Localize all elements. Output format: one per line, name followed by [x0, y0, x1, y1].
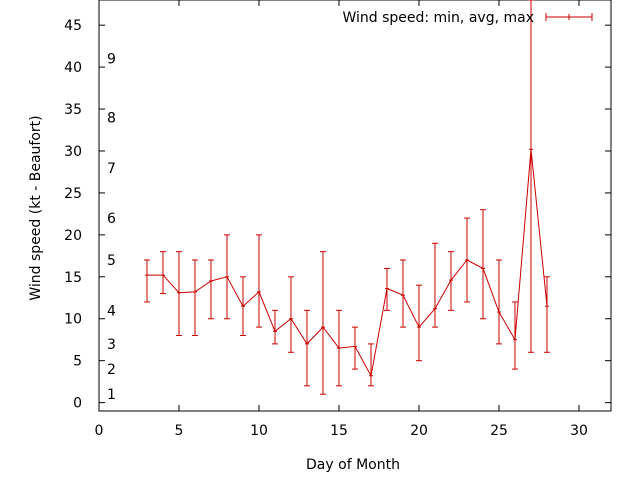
- error-bar: [432, 242, 438, 328]
- beaufort-label: 3: [107, 337, 116, 353]
- y-tick-label: 35: [64, 102, 82, 118]
- error-bar: [304, 309, 310, 387]
- x-tick-label: 10: [250, 423, 268, 439]
- error-bar: [256, 234, 262, 328]
- error-bar: [240, 276, 246, 337]
- y-tick-label: 10: [64, 312, 82, 328]
- error-bar: [176, 251, 182, 337]
- y-axis-title: Wind speed (kt - Beaufort): [28, 115, 44, 300]
- error-bar: [448, 251, 454, 311]
- error-bar: [368, 343, 374, 387]
- error-bar: [528, 0, 534, 353]
- error-bar: [480, 209, 486, 320]
- y-tick-label: 30: [64, 144, 82, 160]
- error-bar: [160, 251, 166, 295]
- x-axis-title: Day of Month: [306, 457, 400, 473]
- beaufort-label: 4: [107, 303, 116, 319]
- beaufort-label: 5: [107, 253, 116, 269]
- beaufort-label: 8: [107, 110, 116, 126]
- x-tick-label: 20: [410, 423, 428, 439]
- error-bar: [496, 259, 502, 345]
- error-bar: [416, 284, 422, 362]
- legend-label: Wind speed: min, avg, max: [342, 10, 534, 26]
- beaufort-label: 9: [107, 52, 116, 68]
- y-tick-label: 0: [73, 396, 82, 412]
- error-bar: [352, 326, 358, 370]
- error-bar: [320, 251, 326, 395]
- error-bar: [272, 309, 278, 345]
- error-bar: [464, 217, 470, 303]
- avg-line: [147, 149, 548, 378]
- error-bar: [336, 309, 342, 387]
- legend: Wind speed: min, avg, max: [342, 10, 593, 26]
- x-tick-label: 5: [175, 423, 184, 439]
- x-axis-ticks: 0 5 10 15 20 25 30: [95, 0, 588, 439]
- y-tick-label: 5: [73, 354, 82, 370]
- plot-frame: [98, 0, 612, 412]
- beaufort-label: 1: [107, 387, 116, 403]
- error-bar: [288, 276, 294, 353]
- error-bar: [192, 259, 198, 337]
- x-tick-label: 0: [95, 423, 104, 439]
- y-tick-label: 20: [64, 228, 82, 244]
- error-bar: [544, 276, 550, 353]
- x-tick-label: 30: [570, 423, 588, 439]
- error-bar: [512, 301, 518, 370]
- beaufort-label: 7: [107, 161, 116, 177]
- error-bar: [208, 259, 214, 320]
- x-tick-label: 25: [490, 423, 508, 439]
- error-bar: [384, 267, 390, 311]
- error-bar: [224, 234, 230, 320]
- error-bar: [400, 259, 406, 328]
- beaufort-labels: 1 2 3 4 5 6 7 8 9: [107, 52, 116, 404]
- beaufort-label: 2: [107, 362, 116, 378]
- y-tick-label: 40: [64, 60, 82, 76]
- error-bar: [144, 259, 150, 303]
- y-tick-label: 15: [64, 270, 82, 286]
- y-tick-label: 25: [64, 186, 82, 202]
- series-layer: [144, 0, 550, 395]
- x-tick-label: 15: [330, 423, 348, 439]
- series-0: [144, 0, 550, 395]
- beaufort-label: 6: [107, 211, 116, 227]
- y-tick-label: 45: [64, 18, 82, 34]
